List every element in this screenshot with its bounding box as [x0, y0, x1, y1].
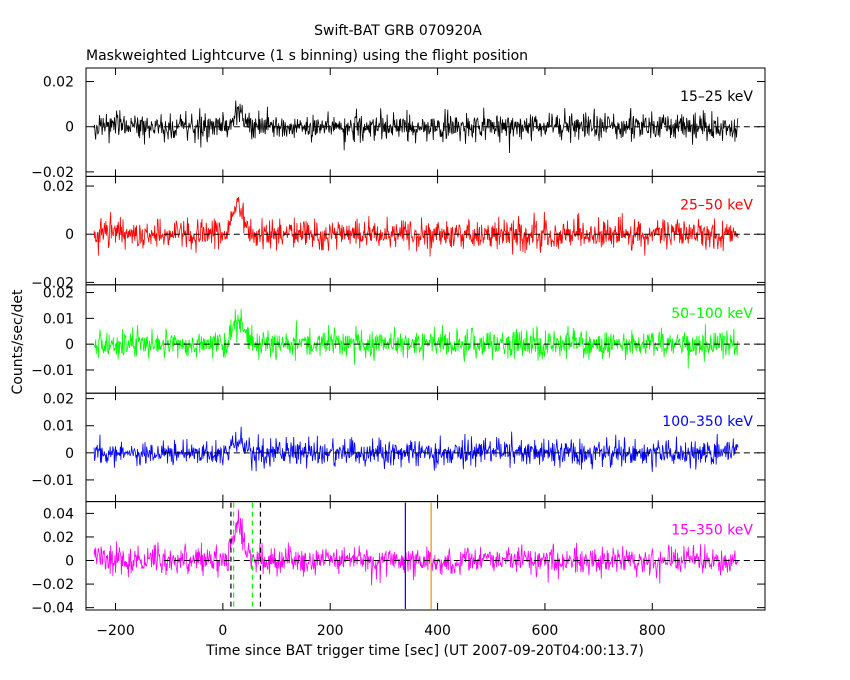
lightcurve-series-15-25-kev [93, 100, 739, 154]
y-tick-label: −0.01 [31, 363, 74, 379]
band-label-25-50-kev: 25–50 keV [680, 197, 753, 213]
y-tick-label: −0.02 [31, 577, 74, 593]
y-tick-label: 0 [65, 446, 74, 462]
chart-title: Swift-BAT GRB 070920A [314, 23, 482, 39]
panel-frame [85, 501, 766, 611]
y-tick-label: 0.04 [43, 506, 74, 522]
lightcurve-series-100-350-kev [93, 426, 739, 472]
y-tick-label: 0 [65, 554, 74, 570]
x-axis: −200 0 200 400 600 800 [96, 623, 665, 639]
x-tick-label: 600 [532, 623, 559, 639]
y-tick-label: −0.01 [31, 473, 74, 489]
y-tick-label: 0.02 [43, 392, 74, 408]
y-tick-label: −0.02 [31, 275, 74, 291]
y-tick-label: 0 [65, 120, 74, 136]
panel-50-100-kev: −0.01 0 0.01 0.02 50–100 keV [31, 284, 766, 394]
x-tick-label: 800 [639, 623, 666, 639]
lightcurve-series-15-350-kev [93, 509, 739, 586]
y-tick-label: 0.02 [43, 179, 74, 195]
y-axis-title: Counts/sec/det [10, 289, 26, 394]
y-tick-label: 0.02 [43, 530, 74, 546]
x-tick-label: −200 [96, 623, 134, 639]
band-label-15-25-kev: 15–25 keV [680, 89, 753, 105]
band-label-100-350-kev: 100–350 keV [662, 414, 753, 430]
y-tick-label: 0 [65, 337, 74, 353]
lightcurve-series-25-50-kev [93, 196, 739, 257]
panel-15-350-kev: −0.04 −0.02 0 0.02 0.04 15–350 keV [31, 501, 766, 617]
y-tick-label: −0.04 [31, 601, 74, 617]
y-tick-label: −0.02 [31, 165, 74, 181]
y-tick-label: 0.02 [43, 286, 74, 302]
band-label-50-100-kev: 50–100 keV [671, 306, 753, 322]
x-tick-label: 400 [424, 623, 451, 639]
lightcurve-series-50-100-kev [93, 308, 739, 369]
panel-15-25-kev: −0.02 0 0.02 15–25 keV [31, 67, 766, 181]
panel-100-350-kev: −0.01 0 0.01 0.02 100–350 keV [31, 392, 766, 503]
x-tick-label: 200 [317, 623, 344, 639]
x-axis-title: Time since BAT trigger time [sec] (UT 20… [205, 643, 644, 659]
chart-subtitle: Maskweighted Lightcurve (1 s binning) us… [86, 48, 528, 64]
panel-25-50-kev: −0.02 0 0.02 25–50 keV [31, 175, 766, 291]
y-tick-label: 0.01 [43, 419, 74, 435]
y-tick-label: 0.01 [43, 311, 74, 327]
x-tick-label: 0 [218, 623, 227, 639]
y-tick-label: 0.02 [43, 75, 74, 91]
band-label-15-350-kev: 15–350 keV [671, 523, 753, 539]
y-tick-label: 0 [65, 227, 74, 243]
